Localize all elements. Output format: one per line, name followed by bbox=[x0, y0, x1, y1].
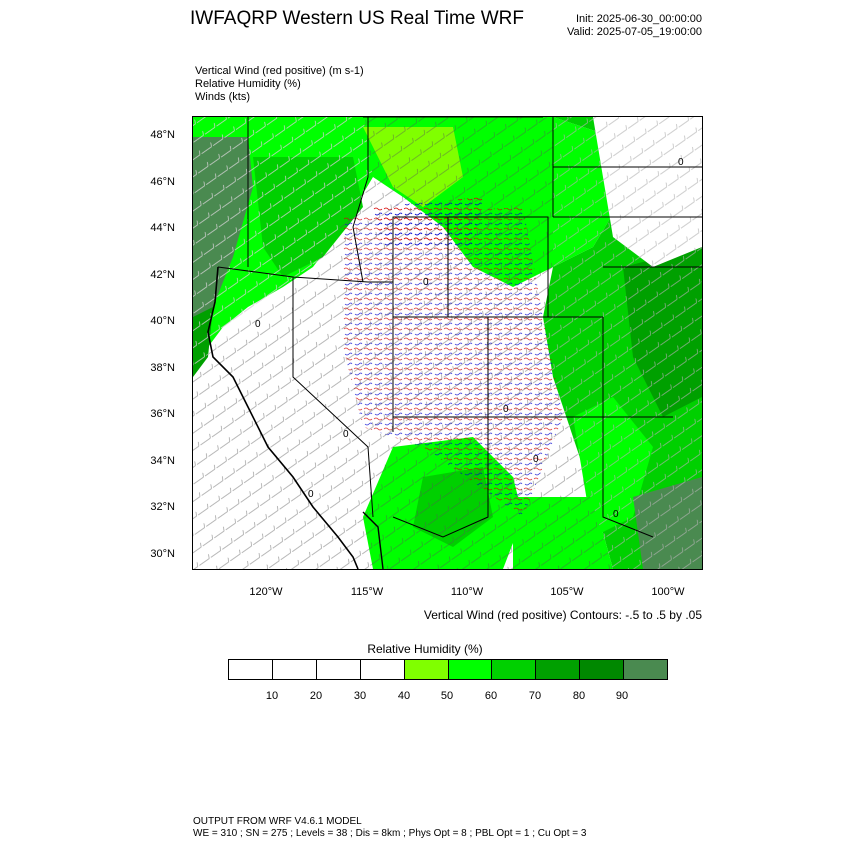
lat-label: 38°N bbox=[150, 362, 175, 374]
legend-color-box bbox=[229, 660, 273, 679]
lon-label: 105°W bbox=[550, 586, 584, 598]
lat-label: 42°N bbox=[150, 269, 175, 281]
model-settings: WE = 310 ; SN = 275 ; Levels = 38 ; Dis … bbox=[193, 828, 587, 839]
legend-color-box bbox=[580, 660, 625, 679]
legend-label: 60 bbox=[484, 690, 498, 702]
contour-label: 0 bbox=[308, 489, 314, 500]
model-info: OUTPUT FROM WRF V4.6.1 MODEL bbox=[193, 816, 362, 827]
legend-color-box bbox=[404, 660, 449, 679]
legend-color-box bbox=[316, 660, 361, 679]
init-time: Init: 2025-06-30_00:00:00 bbox=[576, 13, 702, 25]
gulf-of-california-coast bbox=[362, 511, 384, 569]
contour-label: 0 bbox=[255, 319, 261, 330]
lat-label: 44°N bbox=[150, 222, 175, 234]
contour-label: 0 bbox=[533, 454, 539, 465]
lat-label: 48°N bbox=[150, 129, 175, 141]
field-vertical-wind: Vertical Wind (red positive) (m s-1) bbox=[195, 65, 364, 77]
state-borders bbox=[217, 117, 702, 538]
contour-label: 0 bbox=[503, 404, 509, 415]
lon-label: 100°W bbox=[651, 586, 685, 598]
map-title: IWFAQRP Western US Real Time WRF bbox=[190, 8, 524, 29]
lon-label: 115°W bbox=[350, 586, 384, 598]
lon-label: 120°W bbox=[249, 586, 283, 598]
valid-time: Valid: 2025-07-05_19:00:00 bbox=[567, 26, 702, 38]
legend-color-box bbox=[360, 660, 405, 679]
legend-label: 10 bbox=[265, 690, 279, 702]
pacific-coastline bbox=[207, 266, 359, 569]
legend-color-box bbox=[272, 660, 317, 679]
humidity-legend bbox=[228, 659, 668, 680]
map-canvas: 0 0 0 0 0 0 0 0 bbox=[193, 117, 702, 569]
lat-label: 34°N bbox=[150, 455, 175, 467]
legend-title: Relative Humidity (%) bbox=[367, 642, 483, 656]
lat-label: 40°N bbox=[150, 315, 175, 327]
lon-label: 110°W bbox=[450, 586, 484, 598]
legend-label: 70 bbox=[528, 690, 542, 702]
legend-label: 90 bbox=[615, 690, 629, 702]
weather-map: 0 0 0 0 0 0 0 0 bbox=[193, 117, 702, 569]
legend-label: 50 bbox=[440, 690, 454, 702]
field-winds: Winds (kts) bbox=[195, 91, 250, 103]
lat-label: 32°N bbox=[150, 501, 175, 513]
legend-color-box bbox=[624, 660, 668, 679]
legend-color-box bbox=[448, 660, 493, 679]
wind-barbs-plains bbox=[543, 117, 702, 569]
contour-note: Vertical Wind (red positive) Contours: -… bbox=[423, 608, 702, 622]
lat-label: 30°N bbox=[150, 548, 175, 560]
lat-label: 46°N bbox=[150, 176, 175, 188]
contour-label: 0 bbox=[423, 277, 429, 288]
legend-label: 30 bbox=[353, 690, 367, 702]
legend-label: 80 bbox=[572, 690, 586, 702]
legend-label: 40 bbox=[397, 690, 411, 702]
contour-label: 0 bbox=[678, 157, 684, 168]
contour-label: 0 bbox=[613, 509, 619, 520]
legend-color-box bbox=[492, 660, 537, 679]
lat-label: 36°N bbox=[150, 408, 175, 420]
legend-label: 20 bbox=[309, 690, 323, 702]
contour-label: 0 bbox=[343, 429, 349, 440]
field-relative-humidity: Relative Humidity (%) bbox=[195, 78, 301, 90]
legend-color-box bbox=[536, 660, 581, 679]
wind-barbs-northwest bbox=[193, 117, 373, 367]
